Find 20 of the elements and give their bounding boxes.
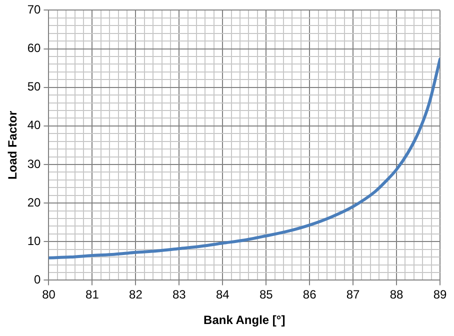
y-tick-label: 20 [27, 195, 42, 210]
y-tick-label: 40 [27, 118, 42, 132]
x-tick-label: 86 [302, 288, 317, 302]
y-tick-label: 0 [34, 272, 42, 287]
x-tick-label: 80 [42, 288, 56, 302]
y-axis-title: Load Factor [6, 110, 20, 180]
y-tick-label: 30 [27, 156, 42, 171]
y-tick-label: 70 [27, 2, 42, 17]
y-tick-label: 10 [27, 234, 42, 248]
x-axis-title: Bank Angle [°] [204, 313, 286, 328]
x-tick-label: 81 [86, 288, 100, 302]
x-tick-label: 82 [129, 288, 143, 302]
x-tick-label: 83 [172, 288, 186, 302]
x-tick-label: 87 [346, 288, 360, 302]
x-tick-label: 88 [390, 288, 404, 302]
y-tick-label: 60 [27, 41, 42, 56]
x-tick-label: 89 [433, 288, 447, 302]
x-tick-label: 85 [259, 288, 274, 302]
y-tick-label: 50 [27, 80, 42, 94]
x-tick-label: 84 [216, 288, 230, 302]
